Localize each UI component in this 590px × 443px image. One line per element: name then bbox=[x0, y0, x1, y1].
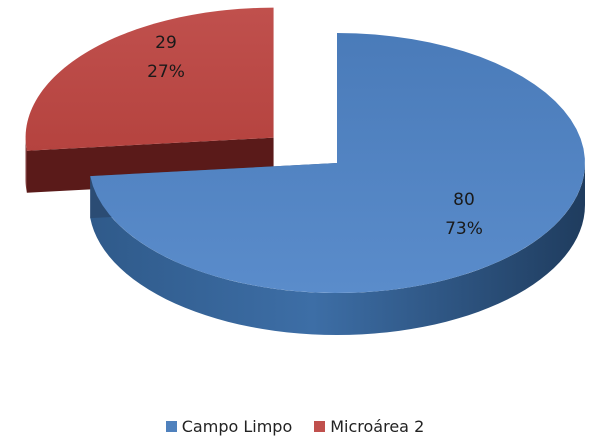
legend-swatch-campo-limpo bbox=[165, 421, 177, 432]
data-label-percent-microarea-2: 27% bbox=[147, 62, 185, 82]
slice-top-microarea-2 bbox=[25, 7, 274, 151]
legend-label-microarea-2: Microárea 2 bbox=[330, 417, 425, 436]
legend-swatch-microarea-2 bbox=[314, 421, 326, 432]
legend: Campo Limpo Microárea 2 bbox=[0, 417, 590, 436]
slice-top-campo-limpo bbox=[90, 33, 585, 293]
data-label-percent-campo-limpo: 73% bbox=[445, 219, 483, 239]
legend-item-campo-limpo: Campo Limpo bbox=[165, 417, 293, 436]
data-label-value-campo-limpo: 80 bbox=[453, 190, 475, 210]
legend-label-campo-limpo: Campo Limpo bbox=[181, 417, 293, 436]
legend-item-microarea-2: Microárea 2 bbox=[314, 417, 424, 436]
slice-side-microarea-2 bbox=[25, 137, 27, 193]
data-label-value-microarea-2: 29 bbox=[155, 33, 177, 53]
slice-side-campo-limpo bbox=[90, 163, 585, 335]
